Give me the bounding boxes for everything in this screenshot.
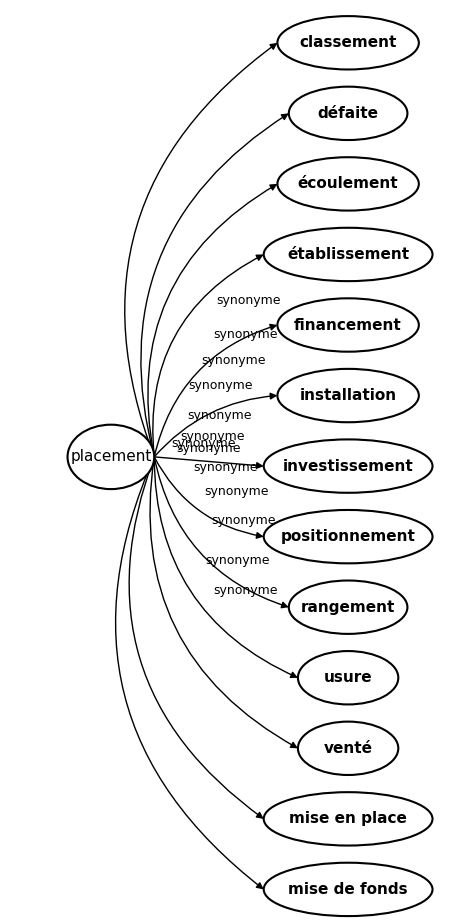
FancyArrowPatch shape	[154, 393, 276, 457]
Text: mise de fonds: mise de fonds	[288, 881, 408, 897]
Text: financement: financement	[294, 318, 402, 332]
FancyArrowPatch shape	[154, 457, 287, 607]
Text: synonyme: synonyme	[202, 354, 266, 367]
Ellipse shape	[264, 228, 432, 282]
Ellipse shape	[67, 425, 154, 489]
Text: synonyme: synonyme	[176, 441, 241, 455]
Text: établissement: établissement	[287, 247, 409, 262]
FancyArrowPatch shape	[150, 457, 297, 748]
Text: synonyme: synonyme	[193, 461, 258, 473]
FancyArrowPatch shape	[141, 114, 287, 457]
FancyArrowPatch shape	[154, 457, 262, 468]
Text: synonyme: synonyme	[212, 514, 276, 527]
FancyArrowPatch shape	[125, 43, 276, 457]
Text: usure: usure	[324, 670, 372, 685]
Text: écoulement: écoulement	[298, 176, 398, 191]
Text: mise en place: mise en place	[289, 811, 407, 826]
Ellipse shape	[264, 439, 432, 493]
Text: placement: placement	[70, 450, 151, 464]
FancyArrowPatch shape	[129, 457, 263, 818]
FancyArrowPatch shape	[154, 457, 262, 538]
Text: synonyme: synonyme	[171, 437, 236, 450]
FancyArrowPatch shape	[116, 457, 263, 889]
FancyArrowPatch shape	[154, 324, 276, 457]
Text: installation: installation	[300, 388, 397, 403]
Text: positionnement: positionnement	[281, 529, 415, 545]
Ellipse shape	[298, 722, 398, 775]
FancyArrowPatch shape	[148, 185, 276, 457]
Ellipse shape	[298, 651, 398, 704]
Text: investissement: investissement	[283, 459, 414, 473]
Text: synonyme: synonyme	[180, 430, 245, 443]
FancyArrowPatch shape	[153, 255, 263, 457]
Text: défaite: défaite	[318, 106, 379, 121]
Ellipse shape	[277, 157, 419, 210]
Text: synonyme: synonyme	[217, 294, 281, 306]
Ellipse shape	[289, 581, 408, 634]
Text: synonyme: synonyme	[204, 485, 269, 498]
Text: rangement: rangement	[301, 600, 395, 615]
Ellipse shape	[277, 369, 419, 422]
Text: synonyme: synonyme	[213, 584, 278, 597]
Ellipse shape	[277, 298, 419, 352]
Ellipse shape	[264, 863, 432, 917]
Text: synonyme: synonyme	[213, 328, 278, 341]
Text: venté: venté	[324, 741, 373, 756]
Ellipse shape	[264, 792, 432, 845]
Text: synonyme: synonyme	[188, 379, 253, 392]
Text: synonyme: synonyme	[187, 409, 252, 422]
Ellipse shape	[264, 510, 432, 563]
Ellipse shape	[277, 16, 419, 69]
FancyArrowPatch shape	[154, 457, 297, 677]
Text: classement: classement	[299, 35, 397, 50]
Ellipse shape	[289, 87, 408, 140]
Text: synonyme: synonyme	[205, 554, 270, 567]
